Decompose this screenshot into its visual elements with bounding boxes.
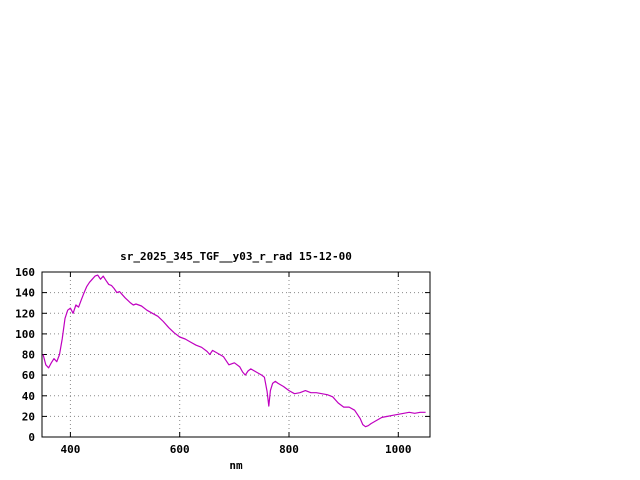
y-tick-label: 100 [15, 328, 35, 341]
x-tick-label: 800 [279, 443, 299, 456]
y-tick-label: 120 [15, 307, 35, 320]
x-tick-label: 400 [60, 443, 80, 456]
chart-title: sr_2025_345_TGF__y03_r_rad 15-12-00 [120, 250, 352, 263]
x-tick-label: 600 [170, 443, 190, 456]
y-tick-label: 140 [15, 287, 35, 300]
y-tick-label: 80 [22, 349, 35, 362]
x-tick-label: 1000 [385, 443, 412, 456]
x-axis-label: nm [229, 459, 243, 472]
plot-border [41, 271, 431, 438]
y-tick-label: 0 [28, 431, 35, 444]
y-tick-label: 60 [22, 369, 35, 382]
y-tick-label: 20 [22, 410, 35, 423]
y-tick-label: 40 [22, 390, 35, 403]
radiance-data-line [42, 274, 426, 428]
y-tick-label: 160 [15, 266, 35, 279]
